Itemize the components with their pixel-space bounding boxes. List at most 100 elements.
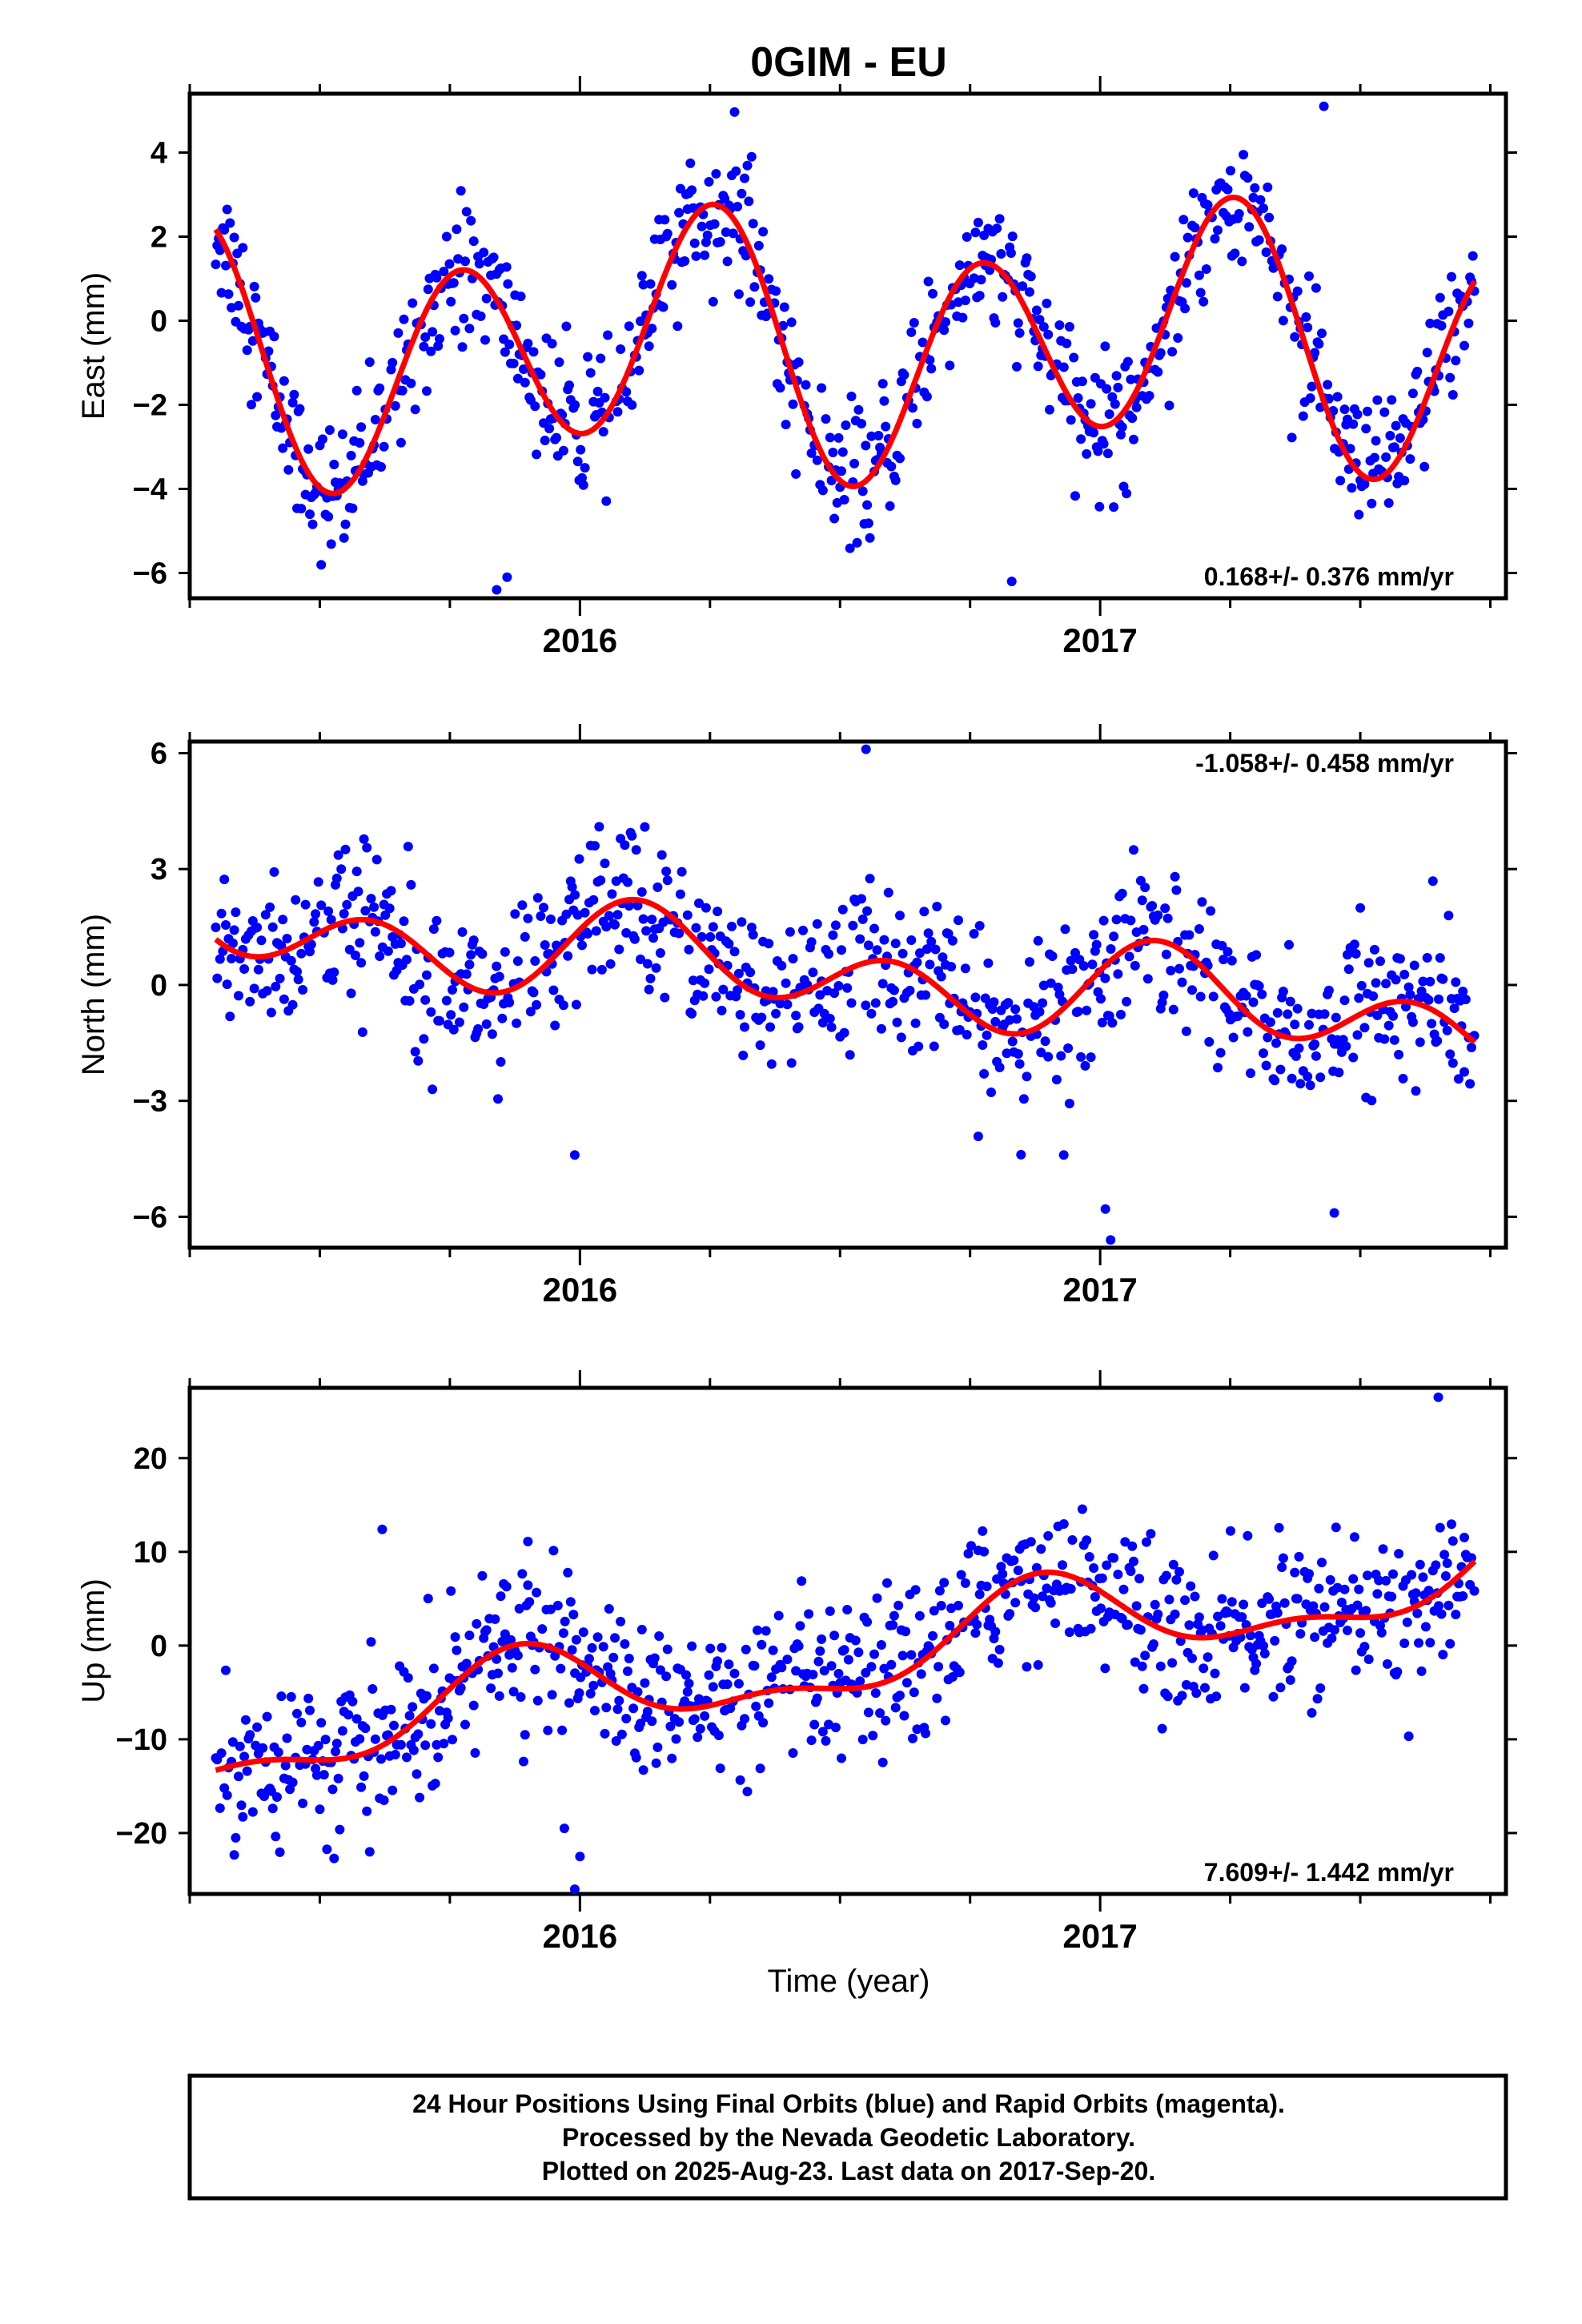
- data-point: [1310, 348, 1320, 358]
- data-point: [1066, 415, 1076, 425]
- data-point: [855, 934, 865, 944]
- data-point: [355, 938, 365, 948]
- data-point: [848, 920, 858, 931]
- data-point: [1234, 209, 1244, 219]
- data-point: [583, 352, 593, 362]
- data-point: [773, 1610, 784, 1621]
- data-point: [316, 560, 327, 570]
- data-point: [1336, 1598, 1347, 1607]
- data-point: [1111, 915, 1122, 925]
- data-point: [530, 956, 540, 966]
- data-point: [1343, 964, 1354, 975]
- data-point: [216, 287, 227, 298]
- data-point: [520, 1730, 530, 1740]
- data-point: [1064, 322, 1074, 332]
- data-point: [481, 1019, 492, 1029]
- data-point: [1100, 1663, 1110, 1674]
- data-point: [1078, 961, 1089, 971]
- data-point: [238, 1811, 248, 1822]
- data-point: [1458, 1591, 1468, 1601]
- data-point: [1334, 1068, 1344, 1078]
- data-point: [1259, 1048, 1268, 1059]
- data-point: [235, 1741, 245, 1751]
- data-point: [989, 997, 999, 1007]
- data-point: [825, 1013, 835, 1023]
- data-point: [494, 971, 504, 982]
- data-point: [1363, 958, 1374, 968]
- data-point: [1204, 1037, 1215, 1047]
- data-point: [1118, 1584, 1129, 1594]
- data-point: [503, 279, 513, 289]
- data-point: [737, 917, 747, 927]
- data-point: [548, 1546, 559, 1556]
- data-point: [364, 357, 375, 368]
- data-point: [1215, 1047, 1226, 1058]
- data-point: [741, 251, 751, 261]
- data-point: [1167, 347, 1178, 357]
- data-point: [869, 923, 879, 934]
- data-point: [1323, 380, 1333, 390]
- data-point: [700, 978, 710, 988]
- data-point: [741, 1644, 751, 1655]
- data-point: [523, 1580, 533, 1590]
- data-point: [472, 1618, 482, 1629]
- data-point: [651, 1758, 661, 1768]
- data-point: [1094, 501, 1105, 512]
- data-point: [464, 959, 475, 970]
- data-point: [897, 1651, 908, 1661]
- data-point: [1290, 1567, 1300, 1578]
- data-point: [1150, 1599, 1160, 1610]
- data-point: [544, 424, 555, 434]
- data-point: [355, 1734, 365, 1744]
- data-point: [1352, 1030, 1363, 1040]
- data-point: [969, 929, 979, 939]
- y-tick-label: 0: [151, 305, 167, 339]
- data-point: [496, 1057, 506, 1067]
- data-point: [225, 218, 235, 228]
- data-point: [574, 854, 584, 864]
- data-point: [1140, 1651, 1150, 1661]
- data-point: [1076, 434, 1086, 444]
- data-point: [782, 999, 793, 1010]
- data-point: [360, 1723, 371, 1734]
- data-point: [1304, 1569, 1314, 1579]
- data-point: [624, 1654, 634, 1663]
- data-point: [459, 1002, 469, 1012]
- data-point: [1199, 1663, 1209, 1674]
- data-point: [979, 1068, 990, 1079]
- data-point: [536, 911, 546, 921]
- data-point: [1127, 1541, 1138, 1551]
- data-point: [824, 949, 833, 959]
- data-point: [289, 389, 299, 400]
- data-point: [765, 1022, 775, 1032]
- data-point: [993, 1658, 1003, 1668]
- data-point: [662, 875, 673, 886]
- data-point: [1388, 1569, 1398, 1579]
- data-point: [632, 1687, 643, 1697]
- data-point: [464, 1630, 475, 1641]
- data-point: [439, 1739, 449, 1749]
- data-point: [640, 822, 650, 832]
- data-point: [1194, 1612, 1204, 1622]
- data-point: [486, 1683, 496, 1694]
- data-point: [828, 448, 838, 457]
- data-point: [1363, 1570, 1372, 1581]
- data-point: [1270, 1076, 1280, 1086]
- data-point: [1215, 1621, 1226, 1631]
- data-point: [1285, 1675, 1295, 1685]
- y-tick-label: 3: [151, 853, 167, 887]
- data-point: [600, 858, 610, 869]
- data-point: [978, 1040, 988, 1050]
- data-point: [1050, 1618, 1061, 1628]
- data-point: [376, 462, 386, 472]
- data-point: [570, 400, 580, 410]
- data-point: [479, 247, 489, 258]
- data-point: [853, 404, 864, 415]
- velocity-label: -1.058+/- 0.458 mm/yr: [1195, 749, 1454, 778]
- data-point: [550, 1651, 560, 1661]
- data-point: [1148, 1639, 1158, 1649]
- x-tick-label: 2017: [1062, 1917, 1137, 1955]
- data-point: [1348, 1052, 1359, 1063]
- data-point: [698, 991, 709, 1001]
- data-point: [1331, 1522, 1341, 1533]
